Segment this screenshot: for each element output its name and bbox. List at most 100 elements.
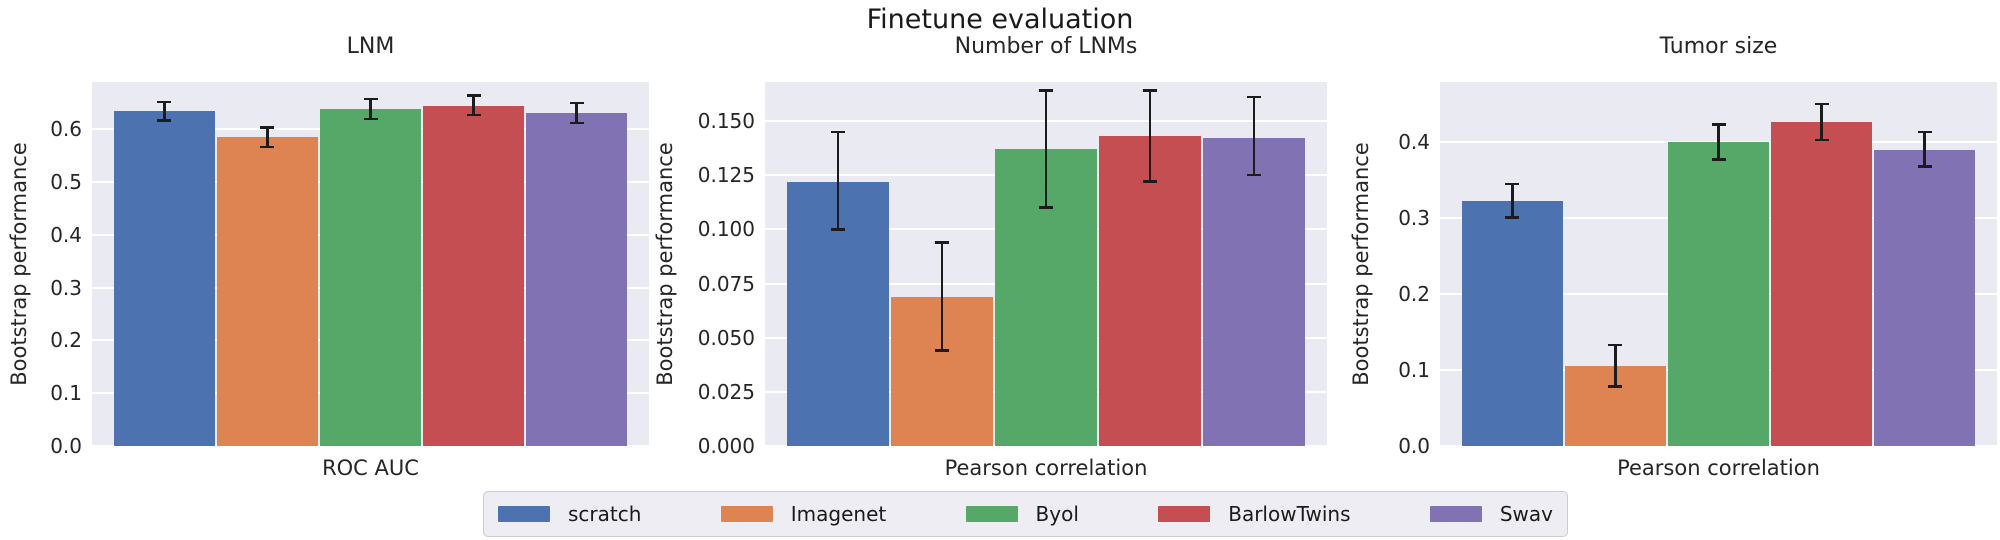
y-tick-label: 0.125: [697, 163, 755, 188]
gridline: [1440, 445, 1997, 447]
error-bar: [1614, 344, 1617, 387]
subplot-number-of-lnms: [765, 82, 1327, 447]
error-bar-cap: [1246, 173, 1261, 177]
y-tick-label: 0.100: [697, 217, 755, 242]
error-bar: [1511, 183, 1514, 218]
error-bar-cap: [157, 100, 172, 104]
error-bar: [1148, 90, 1152, 182]
error-bar-cap: [1814, 138, 1829, 141]
bar-swav: [1874, 149, 1975, 446]
error-bar: [575, 103, 578, 124]
error-bar-cap: [1917, 130, 1932, 134]
bar-byol: [320, 108, 421, 446]
error-bar-cap: [1246, 95, 1261, 99]
error-bar-cap: [1142, 89, 1157, 92]
error-bar-cap: [466, 94, 481, 97]
y-tick-label: 0.5: [50, 170, 82, 195]
error-bar: [1820, 104, 1823, 140]
legend-label: Swav: [1499, 502, 1553, 526]
y-axis-label: Bootstrap performance: [1349, 142, 1373, 386]
x-axis-label: Pearson correlation: [1617, 456, 1820, 480]
error-bar-cap: [569, 101, 584, 105]
legend-item-swav: Swav: [1429, 502, 1553, 526]
gridline: [92, 445, 649, 447]
bar-scratch: [1462, 200, 1563, 446]
legend-item-imagenet: Imagenet: [720, 502, 887, 526]
subplot-tumor-size: [1440, 82, 1997, 447]
error-bar-cap: [1142, 180, 1157, 183]
error-bar-cap: [1711, 123, 1726, 126]
error-bar-cap: [1039, 89, 1053, 92]
error-bar-cap: [1608, 343, 1623, 347]
error-bar-cap: [569, 121, 584, 125]
y-tick-label: 0.075: [697, 271, 755, 296]
legend-swatch-barlowtwins: [1158, 506, 1211, 522]
legend-swatch-imagenet: [720, 506, 773, 522]
y-tick-label: 0.000: [697, 434, 755, 458]
error-bar-cap: [1608, 385, 1623, 388]
error-bar-cap: [831, 228, 846, 231]
error-bar-cap: [831, 130, 846, 134]
x-axis-label: Pearson correlation: [944, 456, 1148, 480]
bar-barlowtwins: [1771, 122, 1872, 446]
legend-swatch-scratch: [498, 506, 550, 522]
legend-item-byol: Byol: [965, 502, 1079, 526]
bar-barlowtwins: [1099, 136, 1201, 446]
gridline: [765, 445, 1327, 447]
legend-label: Imagenet: [790, 502, 887, 526]
error-bar: [472, 95, 475, 116]
y-tick-label: 0.4: [1398, 130, 1430, 155]
error-bar-cap: [1505, 182, 1520, 186]
legend-label: BarlowTwins: [1228, 502, 1351, 526]
x-axis-label: ROC AUC: [322, 456, 419, 480]
error-bar-cap: [935, 241, 950, 244]
error-bar-cap: [466, 113, 481, 117]
y-tick-label: 0.050: [697, 325, 755, 350]
error-bar-cap: [1917, 165, 1932, 168]
legend-swatch-swav: [1429, 506, 1482, 522]
legend-item-barlowtwins: BarlowTwins: [1158, 502, 1351, 526]
subplot-title-tumor-size: Tumor size: [1659, 34, 1778, 59]
bar-scratch: [114, 111, 215, 446]
legend-swatch-byol: [965, 506, 1018, 522]
bar-imagenet: [217, 137, 318, 446]
error-bar: [1252, 97, 1256, 176]
bar-swav: [1203, 138, 1305, 446]
legend: scratch Imagenet Byol BarlowTwins Swav: [483, 491, 1568, 537]
error-bar-cap: [157, 119, 172, 122]
error-bar-cap: [1505, 216, 1520, 219]
y-tick-label: 0.2: [1398, 282, 1430, 307]
error-bar: [1717, 124, 1720, 160]
bar-swav: [526, 113, 627, 446]
legend-label: Byol: [1035, 502, 1079, 526]
y-tick-label: 0.3: [1398, 206, 1430, 231]
error-bar: [163, 102, 166, 121]
subplot-title-number-of-lnms: Number of LNMs: [954, 34, 1138, 59]
y-axis-label: Bootstrap performance: [653, 142, 677, 386]
legend-label: scratch: [568, 502, 642, 526]
error-bar-cap: [935, 349, 950, 352]
y-axis-label: Bootstrap performance: [7, 142, 31, 386]
y-tick-label: 0.6: [50, 117, 82, 142]
error-bar: [836, 131, 840, 230]
y-tick-label: 0.0: [1398, 434, 1430, 458]
bar-byol: [1668, 142, 1769, 446]
bar-barlowtwins: [423, 105, 524, 446]
subplot-lnm: [92, 82, 649, 447]
error-bar: [1044, 90, 1048, 208]
error-bar: [369, 98, 372, 119]
y-tick-label: 0.1: [50, 381, 82, 406]
legend-item-scratch: scratch: [498, 502, 641, 526]
error-bar-cap: [363, 117, 378, 121]
y-tick-label: 0.150: [697, 109, 755, 133]
error-bar: [266, 127, 269, 147]
error-bar-cap: [1814, 102, 1829, 106]
y-tick-label: 0.4: [50, 222, 82, 247]
figure-title: Finetune evaluation: [866, 4, 1134, 35]
y-tick-label: 0.3: [50, 275, 82, 300]
error-bar-cap: [363, 97, 378, 101]
error-bar-cap: [260, 145, 275, 149]
y-tick-label: 0.0: [50, 434, 82, 458]
y-tick-label: 0.2: [50, 328, 82, 353]
